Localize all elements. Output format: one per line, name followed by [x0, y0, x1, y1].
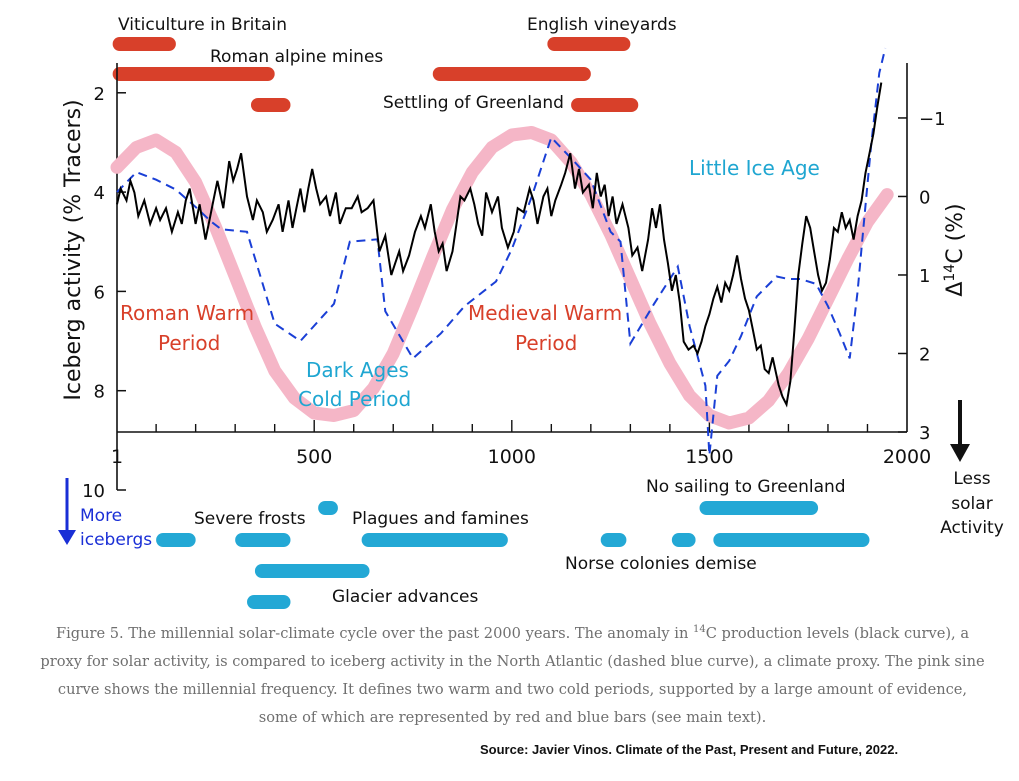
pink-sine-curve	[110, 126, 894, 430]
blue-bar	[600, 533, 627, 547]
cold-period-label: Dark Ages	[306, 358, 409, 382]
x-tick-label: 1	[111, 446, 123, 468]
blue-bar-title: No sailing to Greenland	[646, 477, 846, 497]
left-tick-label: 10	[82, 481, 105, 502]
source-credit: Source: Javier Vinos. Climate of the Pas…	[480, 742, 899, 757]
less-solar-label: solar	[951, 494, 992, 514]
red-bar	[432, 67, 591, 81]
blue-bar	[254, 564, 370, 578]
cold-period-label: Little Ice Age	[689, 156, 820, 180]
x-tick-label: 500	[296, 446, 332, 468]
caption-suffix: C production levels (black curve), a pro…	[40, 625, 985, 726]
c14-black-curve	[116, 82, 883, 408]
blue-bar	[235, 533, 291, 547]
warm-period-label: Roman Warm	[120, 301, 254, 325]
right-tick-label: 1	[919, 266, 930, 287]
blue-bar	[156, 533, 196, 547]
more-icebergs-label: More	[80, 506, 122, 526]
red-bar	[112, 67, 275, 81]
x-tick-label: 1000	[488, 446, 536, 468]
less-solar-arrow-head	[950, 444, 970, 462]
blue-bar-label: Severe frosts	[194, 509, 306, 529]
left-tick-label: 2	[94, 84, 105, 105]
cold-period-label: Cold Period	[298, 387, 411, 411]
x-tick-label: 2000	[883, 446, 931, 468]
warm-period-label: Period	[158, 331, 220, 355]
left-tick-label: 8	[94, 382, 105, 403]
right-tick-label: −1	[919, 109, 946, 130]
less-solar-label: Less	[953, 469, 990, 489]
right-axis-title-main: Δ	[943, 282, 968, 297]
right-axis-title-rest: C (%)	[943, 203, 968, 263]
red-bar	[250, 98, 291, 112]
left-tick-label: 4	[94, 183, 105, 204]
left-axis-title: Iceberg activity (% Tracers)	[61, 99, 86, 400]
left-tick-label: 6	[94, 282, 105, 303]
more-icebergs-arrow-head	[58, 530, 76, 545]
right-axis-title: Δ14C (%)	[942, 203, 968, 296]
red-bar-label: Roman alpine mines	[210, 47, 383, 67]
blue-bar	[318, 501, 338, 515]
red-bar	[571, 98, 639, 112]
iceberg-dashed-curve	[116, 47, 887, 456]
right-tick-label: 2	[919, 344, 930, 365]
blue-bar	[699, 501, 819, 515]
blue-bar-label: Glacier advances	[332, 587, 479, 607]
red-bar-label: English vineyards	[527, 15, 677, 35]
right-axis-title-sup: 14	[942, 264, 958, 282]
warm-period-label: Period	[515, 331, 577, 355]
caption-prefix: Figure 5. The millennial solar-climate c…	[55, 625, 693, 642]
blue-bar	[713, 533, 870, 547]
blue-bar	[671, 533, 696, 547]
figure-caption: Figure 5. The millennial solar-climate c…	[40, 620, 985, 732]
blue-bar	[247, 595, 291, 609]
more-icebergs-label: icebergs	[80, 530, 152, 550]
right-tick-label: 3	[919, 423, 930, 444]
red-bar	[547, 37, 631, 51]
red-bar	[112, 37, 176, 51]
caption-sup: 14	[692, 624, 706, 636]
red-bar-label: Settling of Greenland	[383, 93, 564, 113]
right-tick-label: 0	[919, 187, 930, 208]
warm-period-label: Medieval Warm	[468, 301, 622, 325]
blue-bar	[361, 533, 508, 547]
red-bar-label: Viticulture in Britain	[118, 15, 287, 35]
less-solar-label: Activity	[940, 518, 1004, 538]
blue-bar-label: Plagues and famines	[352, 509, 529, 529]
x-tick-label: 1500	[685, 446, 733, 468]
blue-bar-label: Norse colonies demise	[565, 554, 757, 574]
